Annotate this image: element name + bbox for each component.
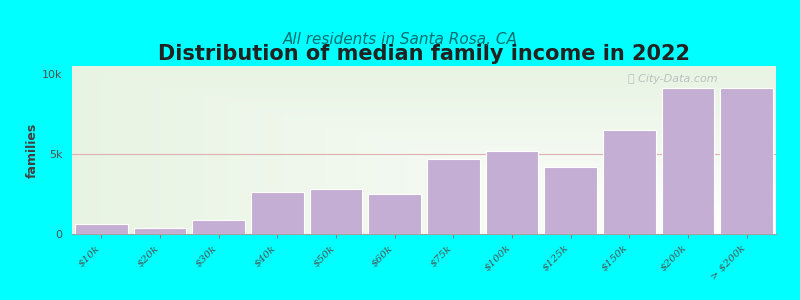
Y-axis label: families: families [26, 122, 39, 178]
Text: Ⓐ City-Data.com: Ⓐ City-Data.com [628, 74, 718, 84]
Bar [427, 159, 480, 234]
Text: All residents in Santa Rosa, CA: All residents in Santa Rosa, CA [282, 32, 518, 46]
Bar [662, 88, 714, 234]
Bar [720, 88, 773, 234]
Bar [192, 220, 245, 234]
Bar [368, 194, 421, 234]
Bar [486, 151, 538, 234]
Bar [75, 224, 128, 234]
Bar [251, 192, 304, 234]
Bar [134, 228, 186, 234]
Bar [310, 189, 362, 234]
Bar [603, 130, 656, 234]
Title: Distribution of median family income in 2022: Distribution of median family income in … [158, 44, 690, 64]
Bar [544, 167, 597, 234]
